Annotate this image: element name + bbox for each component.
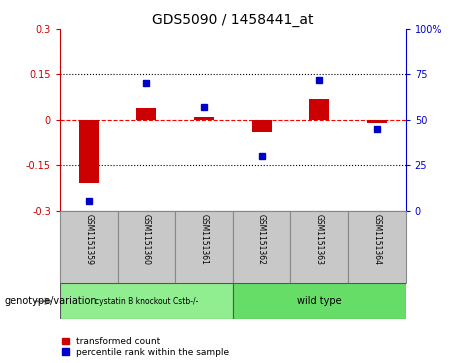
Text: cystatin B knockout Cstb-/-: cystatin B knockout Cstb-/- [95, 297, 198, 306]
Bar [60, 283, 233, 319]
Bar [252, 120, 272, 132]
Bar [233, 211, 290, 283]
Text: genotype/variation: genotype/variation [5, 296, 97, 306]
Bar [79, 120, 99, 183]
Bar [118, 211, 175, 283]
Bar [290, 211, 348, 283]
Text: GSM1151364: GSM1151364 [372, 214, 381, 265]
Bar [175, 211, 233, 283]
Bar [367, 120, 387, 123]
Bar [136, 108, 156, 120]
Text: wild type: wild type [297, 296, 342, 306]
Bar [60, 211, 118, 283]
Bar [348, 211, 406, 283]
Text: GSM1151363: GSM1151363 [315, 214, 324, 265]
Text: GSM1151360: GSM1151360 [142, 214, 151, 265]
Bar [309, 99, 329, 120]
Bar [233, 283, 406, 319]
Bar [194, 117, 214, 120]
Legend: transformed count, percentile rank within the sample: transformed count, percentile rank withi… [60, 335, 231, 359]
Text: GSM1151362: GSM1151362 [257, 214, 266, 265]
Text: GSM1151359: GSM1151359 [84, 214, 93, 265]
Title: GDS5090 / 1458441_at: GDS5090 / 1458441_at [152, 13, 313, 26]
Text: GSM1151361: GSM1151361 [200, 214, 208, 265]
